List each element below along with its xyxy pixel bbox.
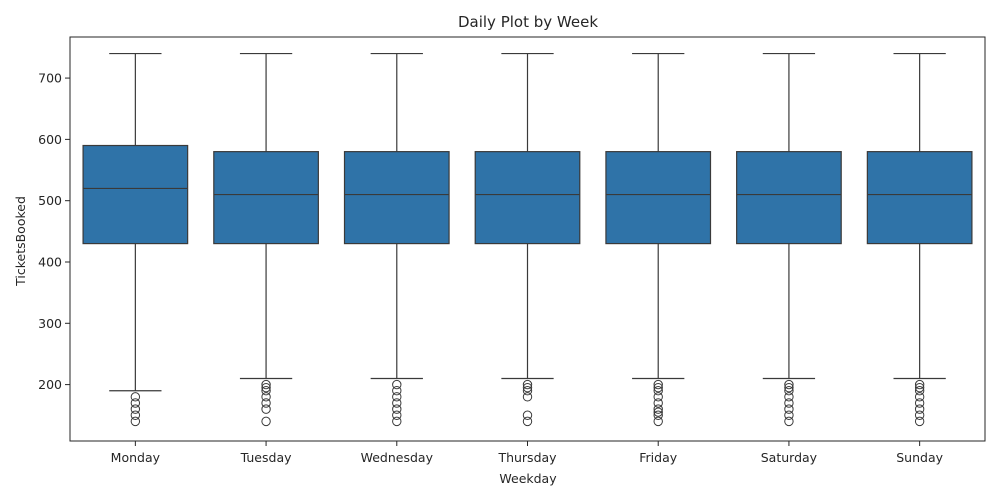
y-tick-label: 200	[38, 377, 62, 392]
outlier-point	[784, 404, 794, 414]
outlier-point	[522, 379, 533, 390]
outlier-point	[653, 398, 663, 408]
outlier-point	[261, 386, 271, 396]
outlier-point	[130, 404, 141, 414]
outlier-point	[784, 386, 794, 396]
x-tick-label: Monday	[111, 450, 161, 465]
outlier-point	[914, 416, 925, 427]
outlier-point	[130, 416, 141, 427]
outlier-point	[914, 398, 925, 408]
outlier-point	[914, 382, 925, 393]
outlier-point	[653, 382, 663, 393]
box-sunday	[866, 151, 973, 245]
outlier-point	[392, 398, 402, 408]
outlier-point	[522, 386, 533, 396]
outlier-point	[653, 407, 663, 417]
outlier-point	[261, 404, 271, 414]
x-tick-label: Sunday	[896, 450, 943, 465]
outlier-point	[784, 379, 794, 390]
chart-title: Daily Plot by Week	[458, 13, 598, 31]
x-tick-label: Saturday	[761, 450, 818, 465]
outlier-point	[261, 379, 271, 390]
outlier-point	[914, 379, 925, 390]
y-tick-label: 600	[38, 132, 62, 147]
outlier-point	[130, 410, 141, 420]
x-tick-label: Wednesday	[361, 450, 434, 465]
outlier-point	[130, 398, 141, 408]
outlier-point	[522, 382, 533, 393]
box-thursday	[474, 151, 581, 245]
box-saturday	[736, 151, 842, 245]
y-tick-label: 400	[38, 254, 62, 269]
x-tick-label: Tuesday	[240, 450, 292, 465]
outlier-point	[392, 379, 402, 390]
y-tick-label: 500	[38, 193, 62, 208]
outlier-point	[261, 382, 271, 393]
outlier-point	[522, 392, 533, 402]
outlier-point	[914, 386, 925, 396]
outlier-point	[392, 386, 402, 396]
outlier-point	[784, 382, 794, 393]
box-monday	[82, 144, 189, 245]
outlier-point	[522, 410, 533, 420]
outlier-point	[392, 410, 402, 420]
outlier-point	[784, 416, 794, 427]
x-tick-label: Friday	[639, 450, 677, 465]
outlier-point	[261, 392, 271, 402]
box-tuesday	[213, 151, 319, 245]
outlier-point	[784, 392, 794, 402]
outlier-point	[392, 392, 402, 402]
outlier-point	[914, 392, 925, 402]
box-friday	[605, 151, 712, 245]
outlier-point	[784, 398, 794, 408]
plot-area: 200 300 400 500 600 700 Monday Tuesday Wednesday…	[38, 36, 986, 465]
outlier-point	[392, 416, 402, 427]
outlier-point	[653, 392, 663, 402]
outlier-point	[130, 392, 141, 402]
box-wednesday	[343, 151, 450, 245]
x-axis-label: Weekday	[499, 471, 557, 486]
outlier-point	[653, 379, 663, 390]
outlier-point	[914, 410, 925, 420]
outlier-point	[261, 398, 271, 408]
outlier-point	[653, 410, 663, 420]
y-tick-label: 300	[38, 316, 62, 331]
outlier-point	[914, 404, 925, 414]
outlier-point	[522, 416, 533, 427]
outlier-point	[653, 386, 663, 396]
y-axis-label: TicketsBooked	[13, 196, 28, 287]
outlier-point	[653, 416, 663, 427]
outlier-point	[784, 410, 794, 420]
outlier-point	[261, 416, 271, 427]
outlier-point	[392, 404, 402, 414]
y-tick-label: 700	[38, 71, 62, 86]
x-tick-label: Thursday	[497, 450, 557, 465]
outlier-point	[653, 404, 663, 414]
